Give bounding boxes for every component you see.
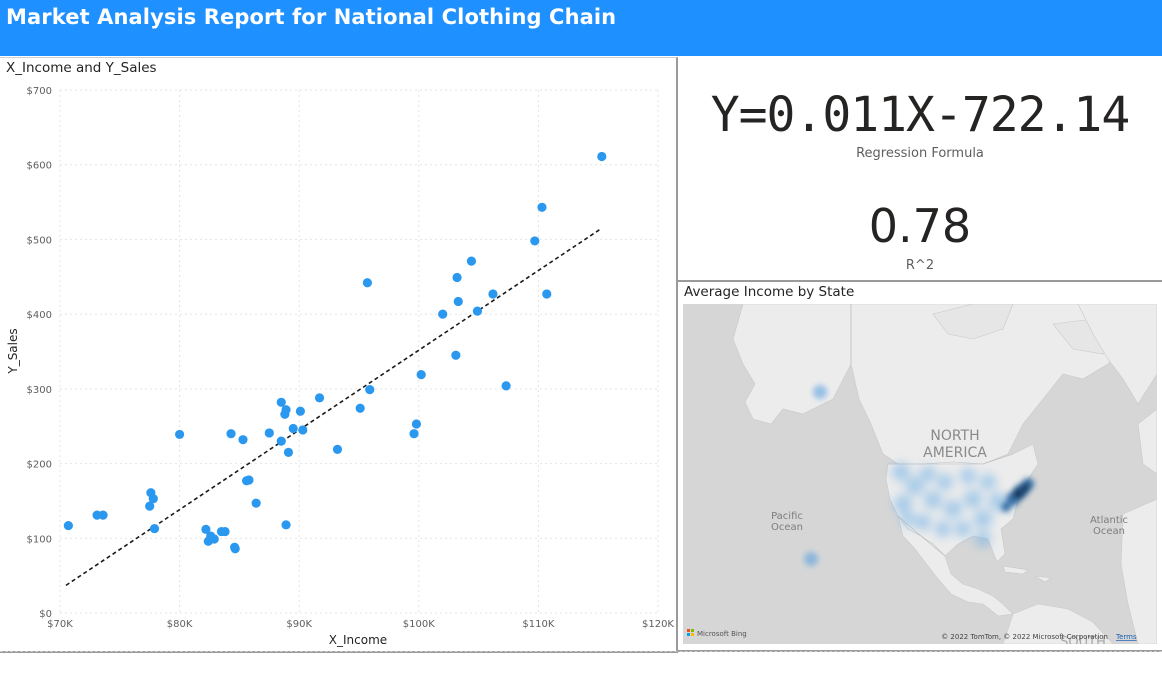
y-tick-label: $500 bbox=[27, 235, 52, 246]
map-label-pacific: Pacific bbox=[771, 511, 803, 522]
scatter-point[interactable] bbox=[148, 494, 158, 504]
map-label-pacific-ocean: Ocean bbox=[771, 522, 803, 533]
scatter-point[interactable] bbox=[488, 289, 498, 299]
report-title: Market Analysis Report for National Clot… bbox=[6, 5, 617, 29]
scatter-point[interactable] bbox=[220, 526, 230, 537]
scatter-point[interactable] bbox=[472, 306, 483, 316]
scatter-point[interactable] bbox=[230, 544, 240, 554]
scatter-point[interactable] bbox=[314, 393, 325, 403]
x-axis-label: X_Income bbox=[329, 633, 387, 647]
bing-logo-text: Microsoft Bing bbox=[697, 630, 747, 638]
income-map[interactable]: NORTH AMERICA Pacific Ocean Atlantic Oce… bbox=[683, 304, 1157, 644]
scatter-point[interactable] bbox=[597, 151, 607, 162]
scatter-point[interactable] bbox=[453, 296, 463, 307]
bottom-divider bbox=[0, 651, 1162, 653]
x-tick-label: $110K bbox=[522, 619, 554, 630]
scatter-point[interactable] bbox=[281, 405, 291, 415]
scatter-point[interactable] bbox=[542, 289, 552, 299]
scatter-point[interactable] bbox=[409, 429, 419, 439]
scatter-point[interactable] bbox=[281, 520, 291, 530]
trendline-line bbox=[65, 227, 603, 587]
x-tick-label: $120K bbox=[642, 619, 674, 630]
scatter-chart-title: X_Income and Y_Sales bbox=[6, 60, 157, 76]
scatter-point[interactable] bbox=[276, 436, 286, 446]
scatter-point[interactable] bbox=[251, 498, 261, 508]
y-tick-label: $100 bbox=[27, 534, 52, 545]
map-label-north: NORTH bbox=[930, 428, 979, 444]
scatter-point[interactable] bbox=[283, 447, 294, 457]
scatter-point[interactable] bbox=[365, 385, 375, 395]
y-tick-label: $0 bbox=[39, 609, 52, 620]
scatter-point[interactable] bbox=[416, 370, 426, 380]
scatter-point[interactable] bbox=[264, 428, 274, 438]
report-header: Market Analysis Report for National Clot… bbox=[0, 0, 1162, 56]
scatter-point[interactable] bbox=[452, 272, 462, 283]
map-label-atlantic: Atlantic bbox=[1090, 515, 1128, 526]
scatter-point[interactable] bbox=[238, 435, 248, 445]
scatter-point[interactable] bbox=[501, 381, 511, 391]
scatter-point[interactable] bbox=[466, 256, 477, 266]
kpi-panel: Y=0.011X-722.14 Regression Formula 0.78 … bbox=[678, 57, 1162, 282]
regression-formula-label: Regression Formula bbox=[856, 146, 984, 161]
income-heat bbox=[804, 385, 1034, 566]
scatter-point[interactable] bbox=[355, 403, 365, 413]
scatter-point[interactable] bbox=[537, 202, 547, 212]
map-canvas[interactable]: NORTH AMERICA Pacific Ocean Atlantic Oce… bbox=[683, 304, 1157, 644]
scatter-point[interactable] bbox=[438, 309, 448, 319]
r-squared-label: R^2 bbox=[905, 258, 935, 273]
x-tick-label: $80K bbox=[167, 619, 193, 630]
y-tick-label: $300 bbox=[27, 385, 52, 396]
scatter-point[interactable] bbox=[530, 236, 540, 246]
x-tick-label: $90K bbox=[286, 619, 312, 630]
map-terms-link[interactable]: Terms bbox=[1115, 633, 1137, 641]
gridlines bbox=[59, 89, 659, 614]
scatter-point[interactable] bbox=[276, 397, 286, 407]
y-tick-label: $400 bbox=[27, 310, 52, 321]
scatter-point[interactable] bbox=[362, 278, 372, 288]
scatter-point[interactable] bbox=[451, 350, 461, 360]
scatter-point[interactable] bbox=[295, 406, 305, 416]
scatter-chart-panel[interactable]: X_Income and Y_Sales $0 $100 $200 $300 $400 $… bbox=[0, 57, 678, 653]
scatter-point[interactable] bbox=[288, 423, 298, 434]
map-panel[interactable]: Average Income by State bbox=[678, 282, 1162, 652]
map-label-america: AMERICA bbox=[923, 445, 987, 461]
scatter-chart[interactable]: $0 $100 $200 $300 $400 $500 $600 $700 $70K $80K $9… bbox=[0, 58, 676, 651]
regression-formula-value: Y=0.011X-722.14 bbox=[710, 87, 1130, 143]
scatter-point[interactable] bbox=[209, 534, 219, 544]
scatter-point[interactable] bbox=[411, 419, 422, 429]
axis-ticks: $0 $100 $200 $300 $400 $500 $600 $700 $70K $80K $9… bbox=[27, 86, 675, 630]
y-tick-label: $200 bbox=[27, 460, 52, 471]
scatter-point[interactable] bbox=[226, 429, 236, 439]
scatter-point[interactable] bbox=[149, 523, 160, 534]
scatter-point[interactable] bbox=[201, 524, 211, 534]
map-copyright: © 2022 TomTom, © 2022 Microsoft Corporat… bbox=[941, 633, 1108, 641]
trendline bbox=[65, 227, 603, 587]
map-label-south: SOUTH bbox=[1060, 635, 1106, 644]
scatter-point[interactable] bbox=[332, 444, 343, 454]
scatter-point[interactable] bbox=[145, 501, 155, 511]
scatter-point[interactable] bbox=[175, 429, 185, 440]
scatter-point[interactable] bbox=[63, 520, 73, 531]
r-squared-value: 0.78 bbox=[868, 199, 972, 253]
map-title: Average Income by State bbox=[684, 284, 855, 300]
y-tick-label: $700 bbox=[27, 86, 52, 97]
x-tick-label: $100K bbox=[403, 619, 435, 630]
y-tick-label: $600 bbox=[27, 161, 52, 172]
scatter-point[interactable] bbox=[98, 510, 108, 520]
scatter-points bbox=[63, 151, 607, 554]
bing-logo: Microsoft Bing bbox=[687, 629, 747, 638]
y-axis-label: Y_Sales bbox=[6, 328, 20, 374]
scatter-point[interactable] bbox=[244, 475, 254, 485]
map-label-atlantic-ocean: Ocean bbox=[1093, 526, 1125, 537]
scatter-point[interactable] bbox=[298, 425, 308, 435]
x-tick-label: $70K bbox=[47, 619, 73, 630]
